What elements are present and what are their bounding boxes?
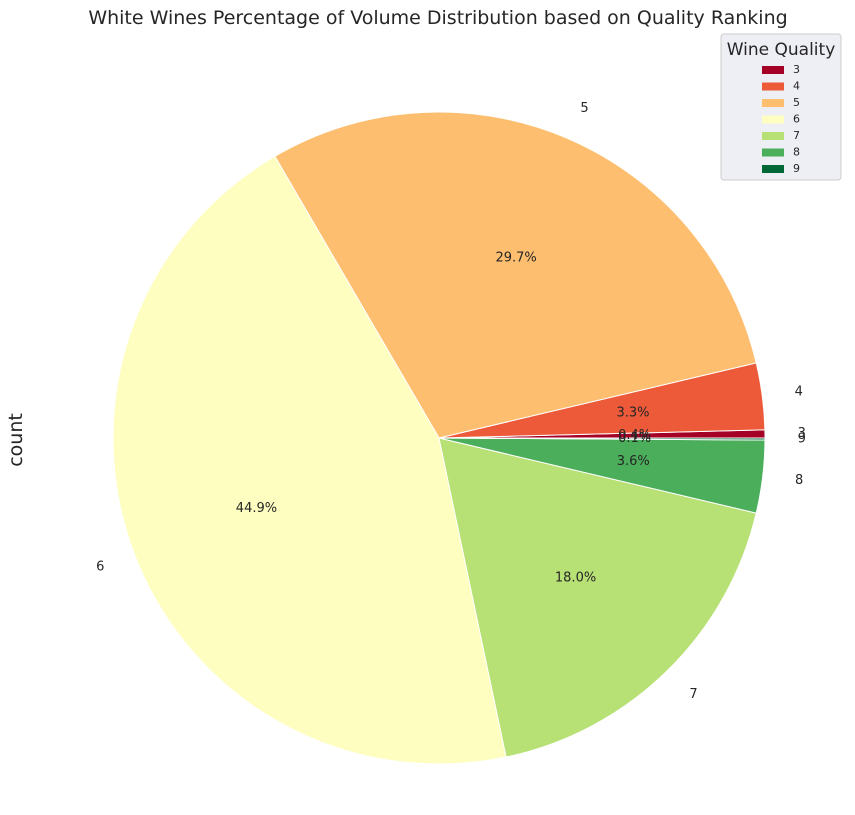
legend-swatch-6 bbox=[762, 115, 784, 124]
slice-label-7: 7 bbox=[689, 687, 697, 702]
legend-swatch-5 bbox=[762, 99, 784, 107]
pie-percent-labels: 0.4% 3.3% 29.7% 44.9% 18.0% 3.6% 0.1% bbox=[236, 251, 651, 586]
legend: Wine Quality 3 4 5 6 7 8 9 bbox=[720, 33, 842, 181]
slice-label-4: 4 bbox=[795, 384, 803, 399]
slice-percent-5: 29.7% bbox=[495, 251, 536, 266]
legend-title: Wine Quality bbox=[727, 40, 836, 60]
legend-label-7: 7 bbox=[793, 129, 800, 142]
legend-label-8: 8 bbox=[793, 146, 800, 159]
pie-slices bbox=[112, 111, 766, 765]
slice-percent-6: 44.9% bbox=[236, 501, 277, 516]
chart-title: White Wines Percentage of Volume Distrib… bbox=[88, 7, 787, 29]
slice-percent-8: 3.6% bbox=[617, 454, 650, 469]
pie-slice-6 bbox=[112, 155, 507, 765]
pie-slice-7 bbox=[438, 437, 757, 758]
slice-label-5: 5 bbox=[580, 101, 588, 116]
legend-swatch-4 bbox=[762, 82, 784, 91]
slice-percent-4: 3.3% bbox=[616, 405, 649, 420]
slice-percent-7: 18.0% bbox=[555, 571, 596, 586]
y-axis-label: count bbox=[5, 413, 27, 467]
slice-percent-3: 0.4% bbox=[618, 428, 651, 443]
slice-percent-9: 0.1% bbox=[618, 431, 651, 446]
legend-swatch-3 bbox=[762, 66, 784, 74]
legend-label-3: 3 bbox=[793, 63, 800, 76]
slice-label-3: 3 bbox=[798, 426, 806, 441]
slice-label-8: 8 bbox=[795, 473, 803, 488]
pie-slice-labels: 3 4 5 6 7 8 9 bbox=[96, 101, 806, 702]
slice-label-9: 9 bbox=[798, 432, 806, 447]
legend-entries: 3 4 5 6 7 8 9 bbox=[762, 63, 800, 175]
legend-swatch-7 bbox=[762, 132, 784, 140]
legend-swatch-8 bbox=[762, 148, 784, 157]
pie-slice-5 bbox=[274, 111, 757, 439]
legend-label-6: 6 bbox=[793, 113, 800, 126]
legend-swatch-9 bbox=[762, 165, 784, 173]
slice-label-6: 6 bbox=[96, 559, 104, 574]
legend-label-9: 9 bbox=[793, 162, 800, 175]
legend-label-5: 5 bbox=[793, 96, 800, 109]
legend-label-4: 4 bbox=[793, 80, 800, 93]
pie-slice-9 bbox=[438, 437, 766, 441]
